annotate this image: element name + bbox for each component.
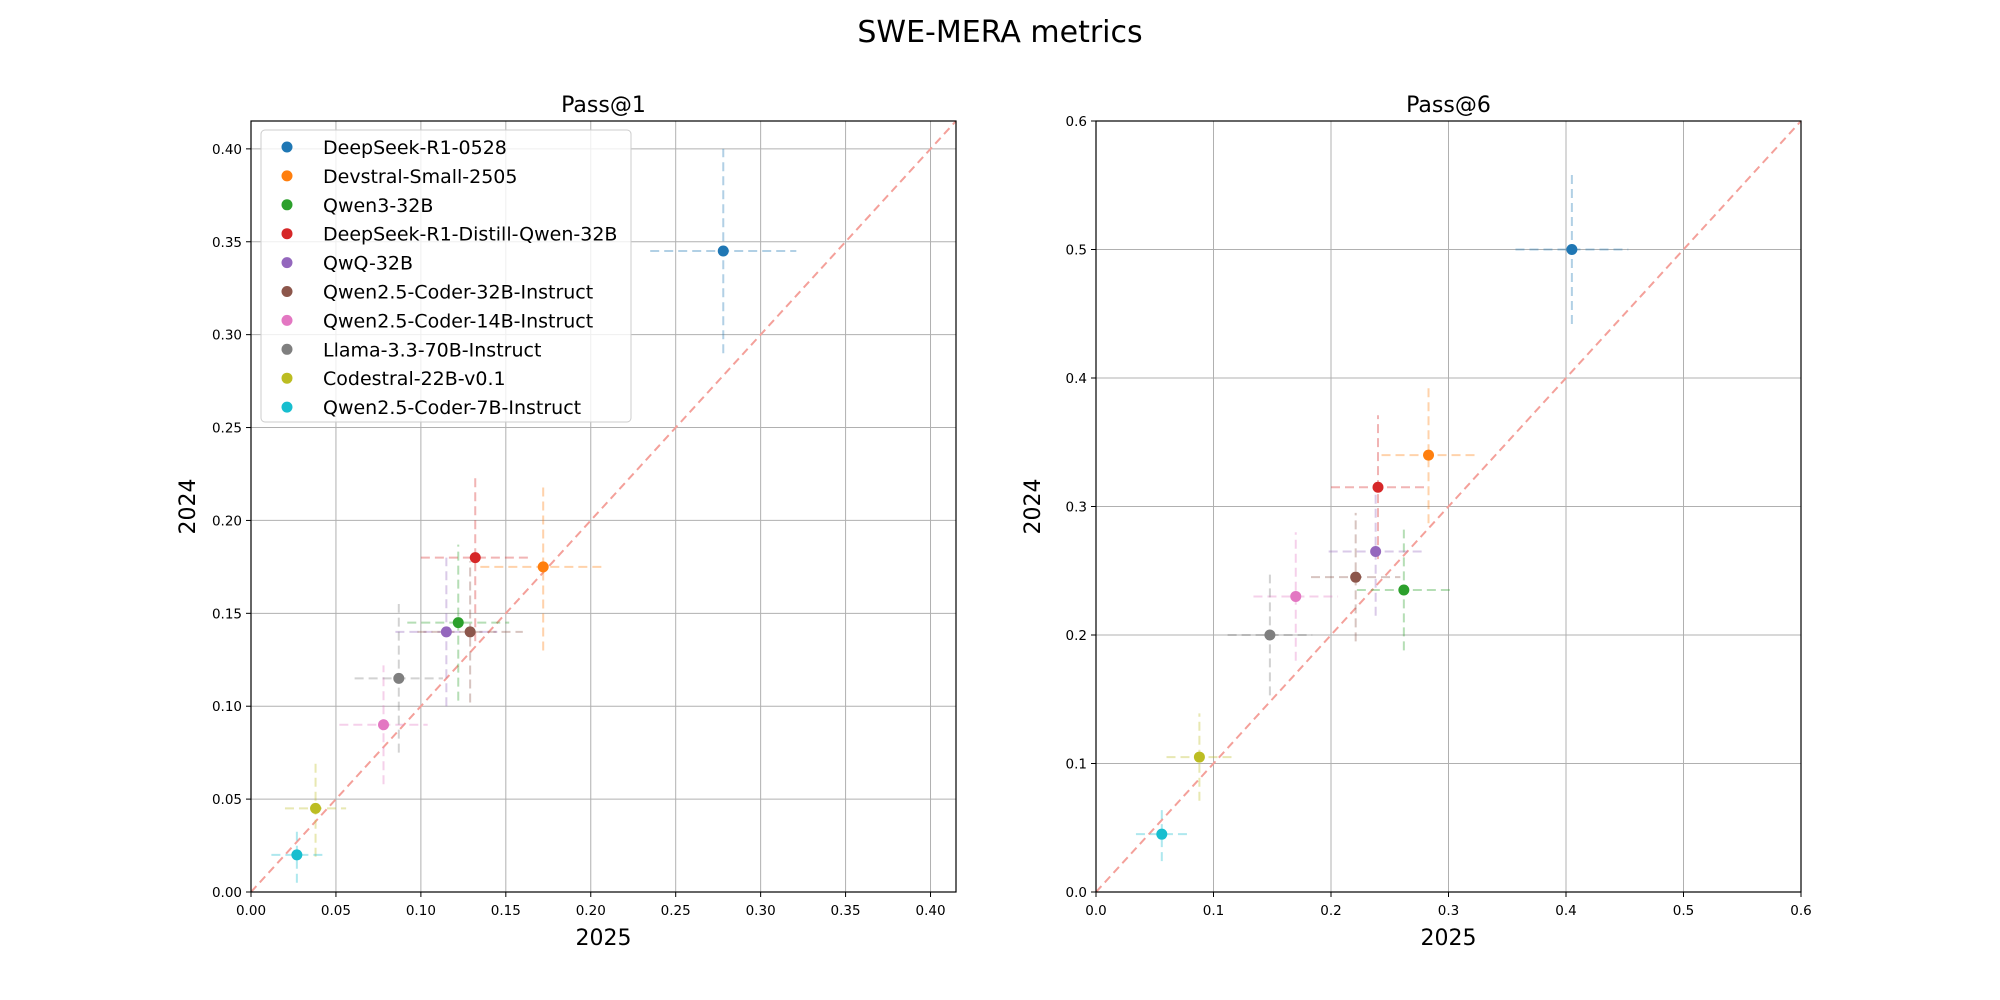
data-point-qwen2-5-coder-32b-instruct <box>1350 571 1362 583</box>
data-point-qwen2-5-coder-7b-instruct <box>291 849 303 861</box>
y-tick-label: 0.30 <box>212 328 242 344</box>
chart-pass-at-6: 0.0 0.1 0.2 0.3 0.4 0.5 0.6 0.0 0.1 0.2 0.3 0.4 0.5 0… <box>1021 93 1812 951</box>
data-point-qwq-32b <box>440 626 452 638</box>
data-point-deepseek-r1-distill-qwen-32b <box>469 552 481 564</box>
x-tick-label: 0.30 <box>746 903 776 919</box>
legend-marker-devstral-small-2505 <box>281 170 293 182</box>
legend-entry: Llama-3.3-70B-Instruct <box>323 339 541 361</box>
data-point-qwen2-5-coder-14b-instruct <box>378 719 390 731</box>
data-point-qwen2-5-coder-14b-instruct <box>1290 590 1302 602</box>
diagonal-reference-line <box>1095 120 1802 893</box>
x-tick-label: 0.10 <box>406 903 436 919</box>
x-tick-label: 0.40 <box>915 903 945 919</box>
data-point-codestral-22b-v0-1 <box>1193 751 1205 763</box>
data-point-qwq-32b <box>1370 545 1382 557</box>
y-tick-label: 0.2 <box>1066 628 1087 644</box>
legend-marker-deepseek-r1-0528 <box>281 141 293 153</box>
y-tick-label: 0.25 <box>212 421 242 437</box>
legend-marker-llama-3-3-70b-instruct <box>281 343 293 355</box>
legend: DeepSeek-R1-0528 Devstral-Small-2505 Qwen3… <box>260 129 632 423</box>
figure-title: SWE-MERA metrics <box>857 15 1142 50</box>
y-tick-label: 0.6 <box>1066 114 1087 130</box>
data-point-qwen2-5-coder-7b-instruct <box>1156 828 1168 840</box>
legend-marker-qwen2-5-coder-32b-instruct <box>281 286 293 297</box>
chart-pass-at-1: 0.00 0.05 0.10 0.15 0.20 0.25 0.30 0.35 0.40 0.00… <box>176 93 957 951</box>
plot-frame <box>1095 120 1802 893</box>
data-point-llama-3-3-70b-instruct <box>1264 629 1276 641</box>
x-tick-label: 0.15 <box>491 903 521 919</box>
y-tick-label: 0.00 <box>212 885 242 901</box>
y-tick-label: 0.4 <box>1066 371 1087 387</box>
chart-title: Pass@6 <box>1406 93 1491 118</box>
data-point-qwen2-5-coder-32b-instruct <box>464 626 476 638</box>
data-point-devstral-small-2505 <box>537 561 549 573</box>
x-tick-label: 0.4 <box>1555 903 1576 919</box>
legend-marker-qwen2-5-coder-7b-instruct <box>281 401 293 413</box>
x-tick-label: 0.2 <box>1320 903 1341 919</box>
plot-frame <box>250 120 957 893</box>
y-tick-label: 0.35 <box>212 235 242 251</box>
x-tick-label: 0.35 <box>831 903 861 919</box>
y-tick-label: 0.40 <box>212 142 242 158</box>
data-point-deepseek-r1-0528 <box>717 245 729 257</box>
chart-title: Pass@1 <box>561 93 646 118</box>
x-tick-label: 0.5 <box>1673 903 1694 919</box>
legend-entry: Devstral-Small-2505 <box>323 166 517 188</box>
y-tick-label: 0.15 <box>212 606 242 622</box>
y-tick-label: 0.5 <box>1066 243 1087 259</box>
legend-marker-deepseek-r1-distill-qwen-32b <box>281 228 293 240</box>
y-tick-label: 0.1 <box>1066 757 1087 773</box>
legend-entry: Qwen3-32B <box>323 195 433 217</box>
x-tick-label: 0.3 <box>1438 903 1459 919</box>
legend-entry: Qwen2.5-Coder-7B-Instruct <box>323 397 581 419</box>
legend-entry: DeepSeek-R1-0528 <box>323 137 507 159</box>
y-axis-label: 2024 <box>1021 479 1046 535</box>
y-tick-label: 0.3 <box>1066 500 1087 516</box>
x-tick-label: 0.05 <box>321 903 351 919</box>
legend-entry: DeepSeek-R1-Distill-Qwen-32B <box>323 224 617 246</box>
x-tick-label: 0.00 <box>236 903 266 919</box>
data-point-qwen3-32b <box>1398 584 1410 596</box>
y-tick-label: 0.0 <box>1066 885 1087 901</box>
data-point-deepseek-r1-0528 <box>1566 244 1578 255</box>
x-tick-label: 0.1 <box>1203 903 1224 919</box>
legend-entry: Qwen2.5-Coder-32B-Instruct <box>323 282 593 304</box>
data-point-llama-3-3-70b-instruct <box>393 672 405 684</box>
diagonal-reference-line <box>250 120 957 893</box>
y-tick-label: 0.10 <box>212 699 242 715</box>
data-point-deepseek-r1-distill-qwen-32b <box>1372 481 1384 493</box>
legend-marker-qwen2-5-coder-14b-instruct <box>281 314 293 326</box>
x-tick-label: 0.25 <box>661 903 691 919</box>
legend-marker-codestral-22b-v0-1 <box>281 372 293 384</box>
data-point-devstral-small-2505 <box>1423 449 1435 461</box>
legend-entry: Codestral-22B-v0.1 <box>323 368 506 390</box>
x-tick-label: 0.0 <box>1085 903 1106 919</box>
legend-marker-qwq-32b <box>281 257 293 269</box>
legend-marker-qwen3-32b <box>281 199 293 211</box>
data-point-qwen3-32b <box>452 617 464 629</box>
y-axis-label: 2024 <box>176 479 201 535</box>
data-point-codestral-22b-v0-1 <box>310 802 322 814</box>
y-tick-label: 0.05 <box>212 792 242 808</box>
x-tick-label: 0.20 <box>576 903 606 919</box>
x-axis-label: 2025 <box>576 926 632 951</box>
y-tick-label: 0.20 <box>212 513 242 529</box>
legend-box <box>260 129 632 423</box>
x-tick-label: 0.6 <box>1790 903 1811 919</box>
legend-entry: QwQ-32B <box>323 253 413 275</box>
legend-entry: Qwen2.5-Coder-14B-Instruct <box>323 310 593 332</box>
x-axis-label: 2025 <box>1421 926 1477 951</box>
